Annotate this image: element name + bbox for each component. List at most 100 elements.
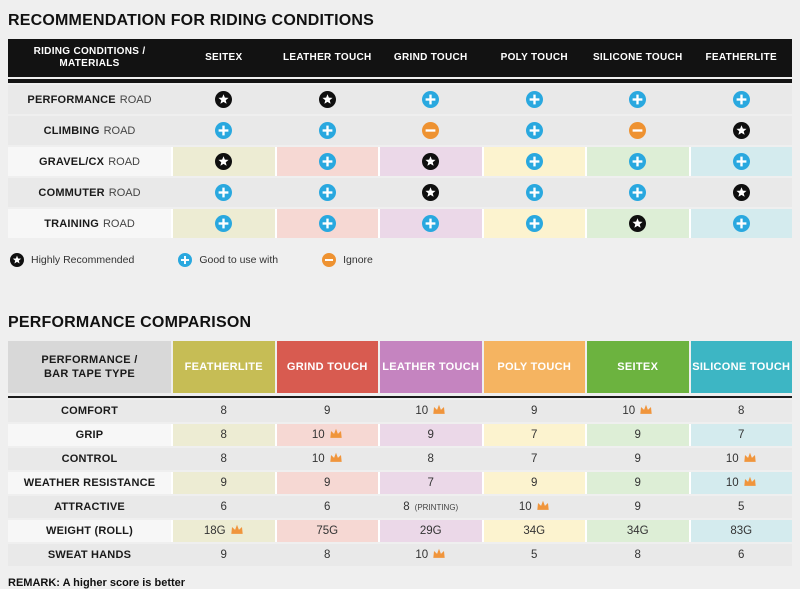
performance-cell: 8 (173, 424, 275, 446)
performance-value: 8 (PRINTING) (403, 501, 458, 513)
plus-icon (525, 153, 543, 170)
performance-value: 7 (531, 429, 537, 441)
riding-row-label: TRAINING ROAD (8, 209, 171, 238)
score-value: 9 (634, 477, 641, 489)
plus-icon (629, 153, 647, 170)
plus-icon (732, 215, 750, 232)
performance-cell: 5 (484, 544, 586, 566)
riding-cell-plus (484, 178, 586, 207)
riding-row-label-rest: ROAD (108, 186, 141, 199)
riding-row-label: PERFORMANCE ROAD (8, 85, 171, 114)
riding-row-label-bold: PERFORMANCE (27, 93, 116, 106)
plus-icon (629, 184, 647, 201)
performance-row-label: GRIP (8, 424, 171, 446)
performance-value: 83G (730, 525, 752, 537)
performance-cell: 8 (380, 448, 482, 470)
performance-cell: 8 (173, 400, 275, 422)
score-value: 5 (738, 501, 745, 513)
score-value: 8 (403, 501, 410, 513)
riding-header-line2: MATERIALS (59, 58, 120, 69)
riding-cell-plus (277, 116, 379, 145)
score-value: 9 (324, 405, 331, 417)
legend-label: Good to use with (199, 254, 279, 266)
riding-table-title: RECOMMENDATION FOR RIDING CONDITIONS (8, 12, 375, 29)
performance-cell: 75G (276, 520, 378, 542)
score-suffix: (PRINTING) (414, 502, 459, 512)
performance-cell: 9 (380, 424, 482, 446)
performance-value: 9 (635, 501, 641, 513)
performance-table-row: SWEAT HANDS 9 8 10 5 8 6 (8, 544, 792, 566)
score-value: 8 (738, 405, 745, 417)
performance-value: 5 (531, 549, 537, 561)
star-icon (732, 122, 750, 139)
riding-header-line1: RIDING CONDITIONS / (33, 45, 146, 57)
performance-value: 10 (311, 428, 343, 441)
performance-value: 6 (324, 501, 330, 513)
performance-value: 34G (523, 525, 545, 537)
score-value: 9 (220, 549, 227, 561)
performance-value: 10 (726, 476, 757, 489)
performance-value: 5 (738, 501, 744, 513)
score-value: 10 (415, 405, 429, 417)
performance-comparison-table: PERFORMANCE / BAR TAPE TYPE FEATHERLITE G… (8, 341, 792, 566)
plus-icon (525, 91, 543, 108)
riding-column-header: LEATHER TOUCH (282, 51, 372, 63)
score-value: 9 (531, 477, 538, 489)
score-value: 10 (622, 405, 636, 417)
performance-column-header: GRIND TOUCH (276, 341, 378, 393)
riding-cell-star (380, 147, 482, 176)
performance-cell: 6 (173, 496, 275, 518)
infographic-page: RECOMMENDATION FOR RIDING CONDITIONS RID… (8, 12, 792, 589)
star-icon (422, 153, 440, 170)
plus-icon (215, 184, 233, 201)
riding-column-header: SILICONE TOUCH (592, 51, 683, 63)
performance-cell: 6 (691, 544, 793, 566)
score-value: 8 (427, 453, 434, 465)
riding-header-label: RIDING CONDITIONS / MATERIALS (8, 39, 171, 77)
performance-cell: 8 (587, 544, 689, 566)
performance-cell: 10 (277, 448, 379, 470)
plus-icon (422, 91, 440, 108)
performance-cell: 8 (173, 448, 275, 470)
riding-table-row: GRAVEL/CX ROAD (8, 147, 792, 176)
performance-value: 9 (324, 477, 330, 489)
performance-cell: 9 (483, 472, 585, 494)
performance-table-row: ATTRACTIVE 6 6 8 (PRINTING) 10 9 5 (8, 496, 792, 518)
performance-value: 9 (635, 453, 641, 465)
riding-table-row: PERFORMANCE ROAD (8, 85, 792, 114)
legend-item: Good to use with (178, 253, 278, 267)
performance-table-row: WEATHER RESISTANCE 9 9 7 9 9 10 (8, 472, 792, 494)
riding-cell-plus (690, 209, 792, 238)
performance-header-divider (8, 396, 792, 398)
performance-cell: 9 (173, 544, 275, 566)
performance-cell: 18G (173, 520, 275, 542)
score-value: 10 (311, 429, 325, 441)
score-value: 6 (738, 549, 745, 561)
riding-table-body: PERFORMANCE ROAD CLIMBING ROAD GRAVEL/CX ROAD… (8, 85, 792, 238)
performance-value: 8 (221, 429, 227, 441)
plus-icon (215, 215, 233, 232)
performance-cell: 7 (484, 448, 586, 470)
performance-table-row: COMFORT 8 9 10 9 10 8 (8, 400, 792, 422)
performance-cell: 10 (276, 424, 378, 446)
riding-table-row: CLIMBING ROAD (8, 116, 792, 145)
performance-row-label: SWEAT HANDS (47, 549, 132, 561)
score-value: 5 (531, 549, 538, 561)
performance-value: 8 (738, 405, 744, 417)
performance-table-row: CONTROL 8 10 8 7 9 10 (8, 448, 792, 470)
riding-legend: Highly Recommended Good to use with Ignore (10, 252, 792, 268)
riding-cell-star (380, 178, 482, 207)
riding-cell-plus (484, 116, 586, 145)
riding-cell-plus (276, 209, 378, 238)
score-value: 8 (324, 549, 331, 561)
performance-row-label: COMFORT (60, 405, 118, 417)
score-value: 10 (311, 453, 325, 465)
performance-cell: 5 (691, 496, 793, 518)
riding-row-label: GRAVEL/CX ROAD (8, 147, 171, 176)
crown-icon (536, 500, 550, 511)
riding-cell-plus (483, 209, 585, 238)
performance-value: 9 (635, 477, 641, 489)
performance-table-title: PERFORMANCE COMPARISON (8, 314, 252, 331)
performance-cell: 6 (277, 496, 379, 518)
riding-row-label-rest: ROAD (102, 217, 135, 230)
